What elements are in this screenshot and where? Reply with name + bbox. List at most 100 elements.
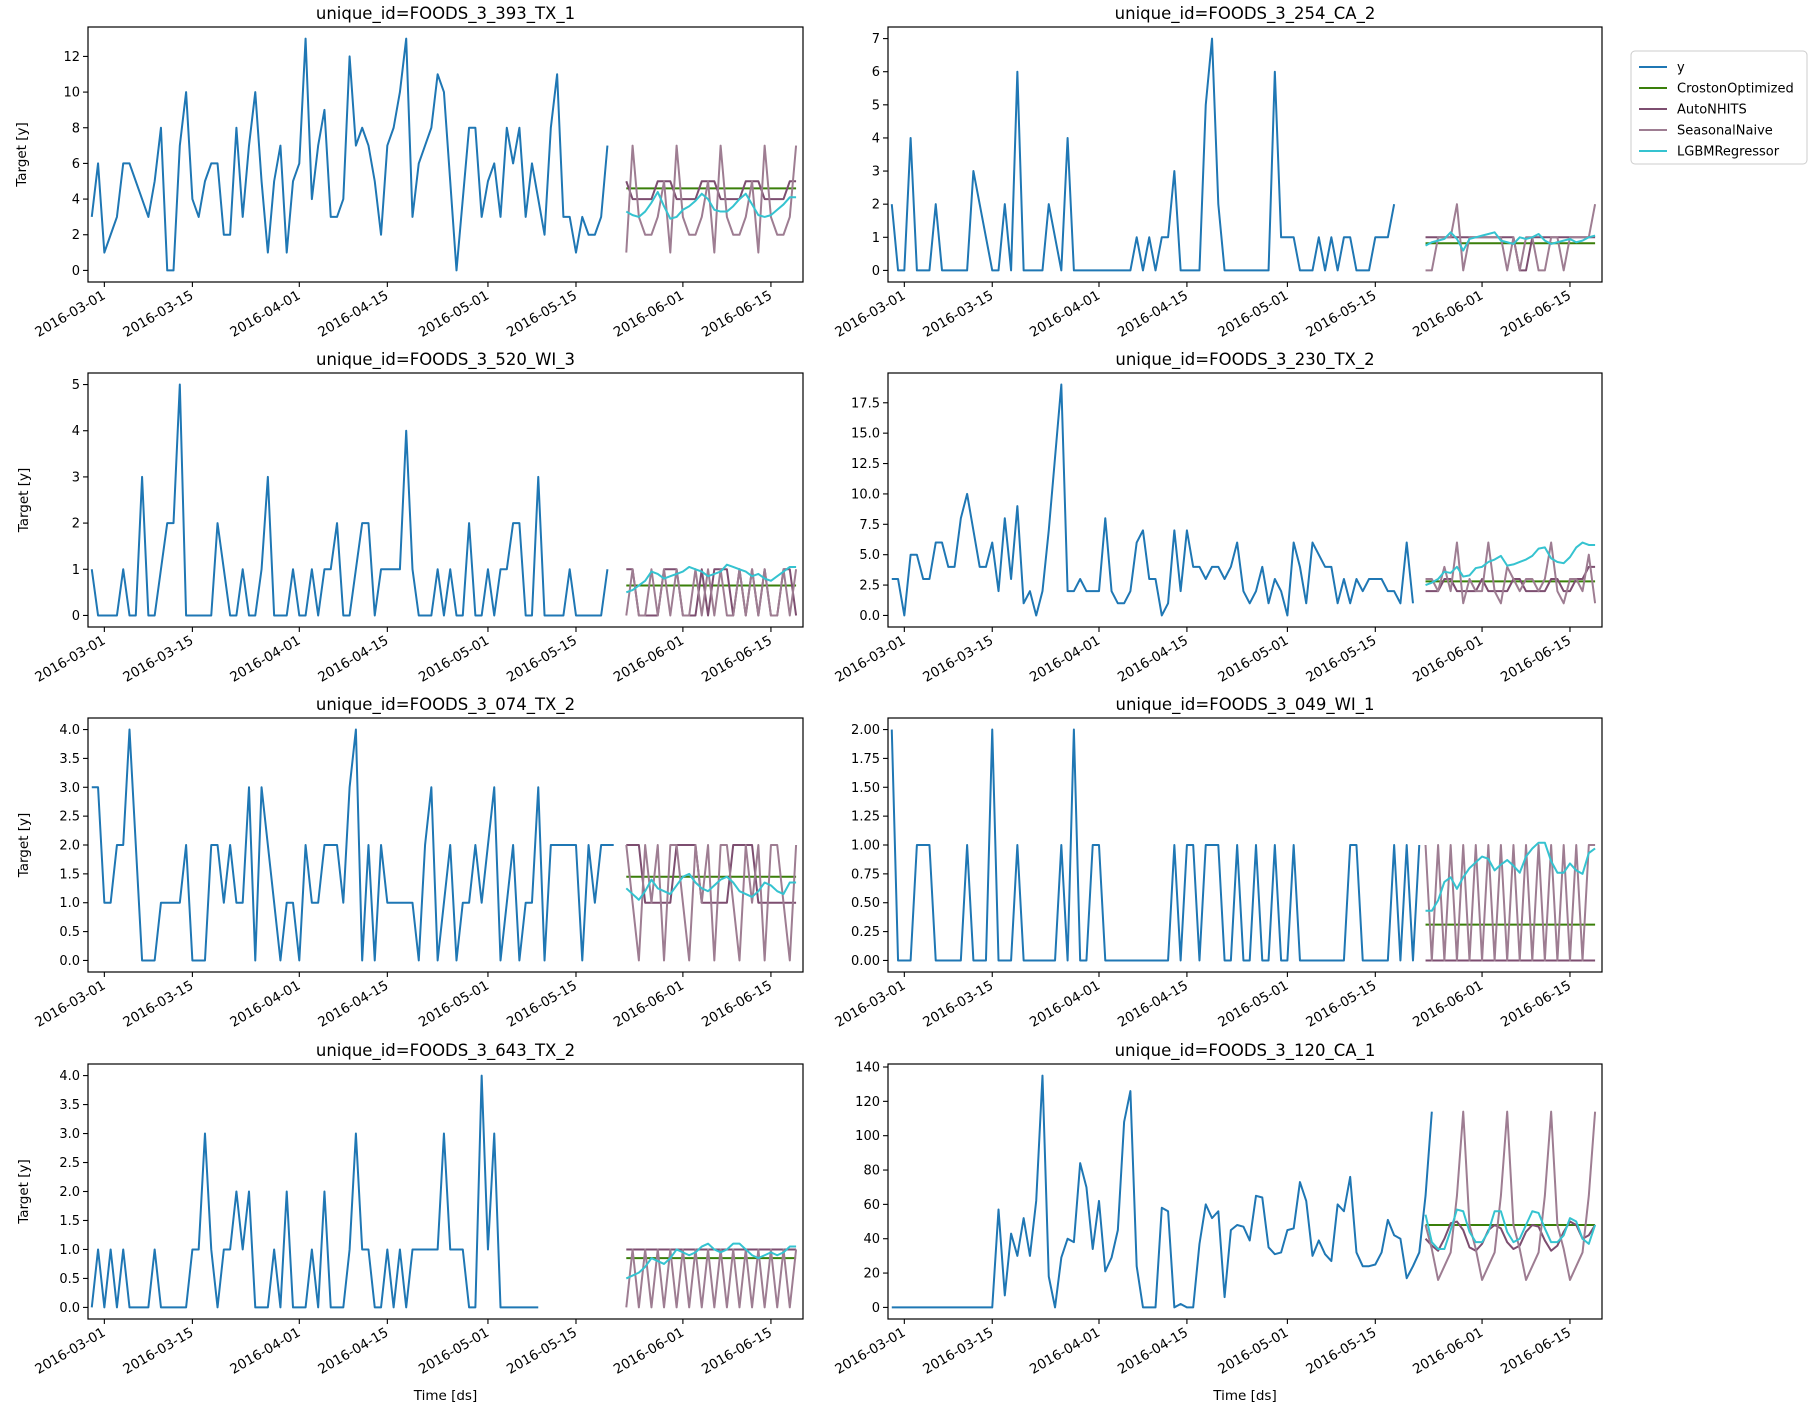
y-tick-label: 0 bbox=[872, 264, 880, 279]
panel-title: unique_id=FOODS_3_254_CA_2 bbox=[1115, 4, 1376, 24]
x-axis-label: Time [ds] bbox=[413, 1388, 477, 1404]
y-tick-label: 0.00 bbox=[851, 954, 880, 969]
x-tick-label: 2016-04-15 bbox=[315, 1325, 391, 1378]
y-tick-label: 0.5 bbox=[59, 1272, 80, 1287]
x-tick-label: 2016-03-01 bbox=[832, 1325, 908, 1378]
legend-label-lgbmregressor: LGBMRegressor bbox=[1677, 145, 1780, 160]
y-tick-label: 120 bbox=[855, 1095, 880, 1110]
y-tick-label: 2 bbox=[72, 517, 80, 532]
x-tick-label: 2016-04-15 bbox=[1115, 633, 1191, 686]
x-tick-label: 2016-03-01 bbox=[32, 978, 108, 1031]
x-tick-label: 2016-05-15 bbox=[504, 288, 580, 341]
x-tick-label: 2016-04-15 bbox=[1115, 288, 1191, 341]
x-tick-label: 2016-04-01 bbox=[227, 978, 303, 1031]
y-tick-label: 2.5 bbox=[59, 1156, 80, 1171]
x-tick-label: 2016-06-15 bbox=[699, 288, 775, 341]
y-tick-label: 0.0 bbox=[59, 1301, 80, 1316]
y-tick-label: 4 bbox=[72, 193, 80, 208]
x-tick-label: 2016-06-15 bbox=[699, 633, 775, 686]
x-tick-label: 2016-04-15 bbox=[1115, 1325, 1191, 1378]
series-line-lgbmregressor bbox=[1425, 231, 1596, 252]
y-tick-label: 1 bbox=[72, 563, 80, 578]
y-tick-label: 1 bbox=[872, 231, 880, 246]
y-tick-label: 0 bbox=[72, 609, 80, 624]
y-tick-label: 10.0 bbox=[851, 487, 880, 502]
x-tick-label: 2016-05-01 bbox=[1215, 1325, 1291, 1378]
x-tick-label: 2016-06-15 bbox=[1498, 288, 1574, 341]
x-tick-label: 2016-03-01 bbox=[832, 633, 908, 686]
y-tick-label: 20 bbox=[863, 1267, 880, 1282]
y-tick-label: 3.0 bbox=[59, 1127, 80, 1142]
series-line-seasonalnaive bbox=[625, 144, 798, 254]
x-tick-label: 2016-05-15 bbox=[1303, 633, 1379, 686]
x-tick-label: 2016-06-01 bbox=[1410, 978, 1486, 1031]
y-tick-label: 1.0 bbox=[59, 1243, 80, 1258]
x-tick-label: 2016-06-01 bbox=[1410, 633, 1486, 686]
x-tick-label: 2016-04-01 bbox=[227, 1325, 303, 1378]
panel-2: unique_id=FOODS_3_254_CA_2 0 1 2 3 4 5 6 7 2016-0… bbox=[832, 4, 1603, 341]
series-line-y bbox=[91, 728, 614, 962]
x-tick-label: 2016-03-15 bbox=[120, 633, 196, 686]
panel-title: unique_id=FOODS_3_074_TX_2 bbox=[316, 695, 575, 715]
y-tick-label: 12.5 bbox=[851, 457, 880, 472]
series-line-y bbox=[90, 37, 609, 272]
series-line-autonhits bbox=[625, 180, 797, 201]
y-tick-label: 1.00 bbox=[851, 839, 880, 854]
panel-4: unique_id=FOODS_3_230_TX_2 0.0 2.5 5.0 7.5 10… bbox=[832, 350, 1603, 686]
series-line-seasonalnaive bbox=[1424, 1110, 1597, 1281]
legend-label-y: y bbox=[1677, 61, 1685, 76]
y-tick-label: 0 bbox=[72, 264, 80, 279]
x-tick-label: 2016-04-01 bbox=[1027, 1325, 1103, 1378]
y-axis-label: Target [y] bbox=[14, 122, 30, 188]
x-tick-label: 2016-06-01 bbox=[611, 1325, 687, 1378]
x-tick-label: 2016-05-15 bbox=[504, 633, 580, 686]
x-tick-label: 2016-06-15 bbox=[1498, 978, 1574, 1031]
y-tick-label: 6 bbox=[72, 157, 80, 172]
x-tick-label: 2016-05-01 bbox=[416, 288, 492, 341]
y-tick-label: 0.0 bbox=[59, 954, 80, 969]
y-tick-label: 5.0 bbox=[859, 548, 880, 563]
y-tick-label: 1.5 bbox=[59, 867, 80, 882]
y-tick-label: 2 bbox=[72, 228, 80, 243]
x-tick-label: 2016-03-15 bbox=[120, 1325, 196, 1378]
x-tick-label: 2016-06-15 bbox=[699, 1325, 775, 1378]
y-tick-label: 2.0 bbox=[59, 1185, 80, 1200]
x-tick-label: 2016-05-01 bbox=[1215, 288, 1291, 341]
y-tick-label: 6 bbox=[872, 65, 880, 80]
y-tick-label: 1.75 bbox=[851, 752, 880, 767]
y-tick-label: 2.0 bbox=[59, 839, 80, 854]
y-tick-label: 100 bbox=[855, 1129, 880, 1144]
y-tick-label: 4 bbox=[872, 131, 880, 146]
series-line-y bbox=[90, 1074, 539, 1309]
series-line-lgbmregressor bbox=[625, 190, 797, 220]
x-axis-label: Time [ds] bbox=[1212, 1388, 1276, 1404]
y-tick-label: 3 bbox=[872, 165, 880, 180]
x-tick-label: 2016-04-01 bbox=[1027, 978, 1103, 1031]
series-line-seasonalnaive bbox=[625, 568, 798, 617]
y-tick-label: 17.5 bbox=[851, 396, 880, 411]
axes-frame bbox=[87, 1063, 804, 1320]
axes-frame bbox=[887, 26, 1603, 283]
panel-6: unique_id=FOODS_3_049_WI_1 0.00 0.25 0.50 0.… bbox=[832, 695, 1603, 1031]
legend: y CrostonOptimized AutoNHITS SeasonalNaive L… bbox=[1630, 50, 1808, 165]
series-line-seasonalnaive bbox=[1424, 844, 1596, 962]
x-tick-label: 2016-05-15 bbox=[504, 1325, 580, 1378]
x-tick-label: 2016-04-01 bbox=[1027, 633, 1103, 686]
x-tick-label: 2016-03-15 bbox=[920, 633, 996, 686]
y-axis-label: Target [y] bbox=[16, 813, 32, 879]
x-tick-label: 2016-05-01 bbox=[1215, 978, 1291, 1031]
series-line-seasonalnaive bbox=[1425, 541, 1597, 605]
axes-frame bbox=[887, 372, 1603, 628]
axes-frame bbox=[887, 1063, 1603, 1320]
series-line-lgbmregressor bbox=[1425, 541, 1596, 587]
y-tick-label: 0.5 bbox=[59, 925, 80, 940]
series-line-autonhits bbox=[1425, 236, 1596, 272]
x-tick-label: 2016-06-15 bbox=[699, 978, 775, 1031]
panel-5: unique_id=FOODS_3_074_TX_2 0.0 0.5 1.0 1.5 2.… bbox=[16, 695, 804, 1031]
series-line-y bbox=[891, 1074, 1433, 1309]
panel-title: unique_id=FOODS_3_393_TX_1 bbox=[316, 4, 575, 24]
series-line-lgbmregressor bbox=[625, 1242, 797, 1280]
y-tick-label: 3.5 bbox=[59, 752, 80, 767]
x-tick-label: 2016-05-15 bbox=[504, 978, 580, 1031]
y-tick-label: 2.5 bbox=[59, 810, 80, 825]
